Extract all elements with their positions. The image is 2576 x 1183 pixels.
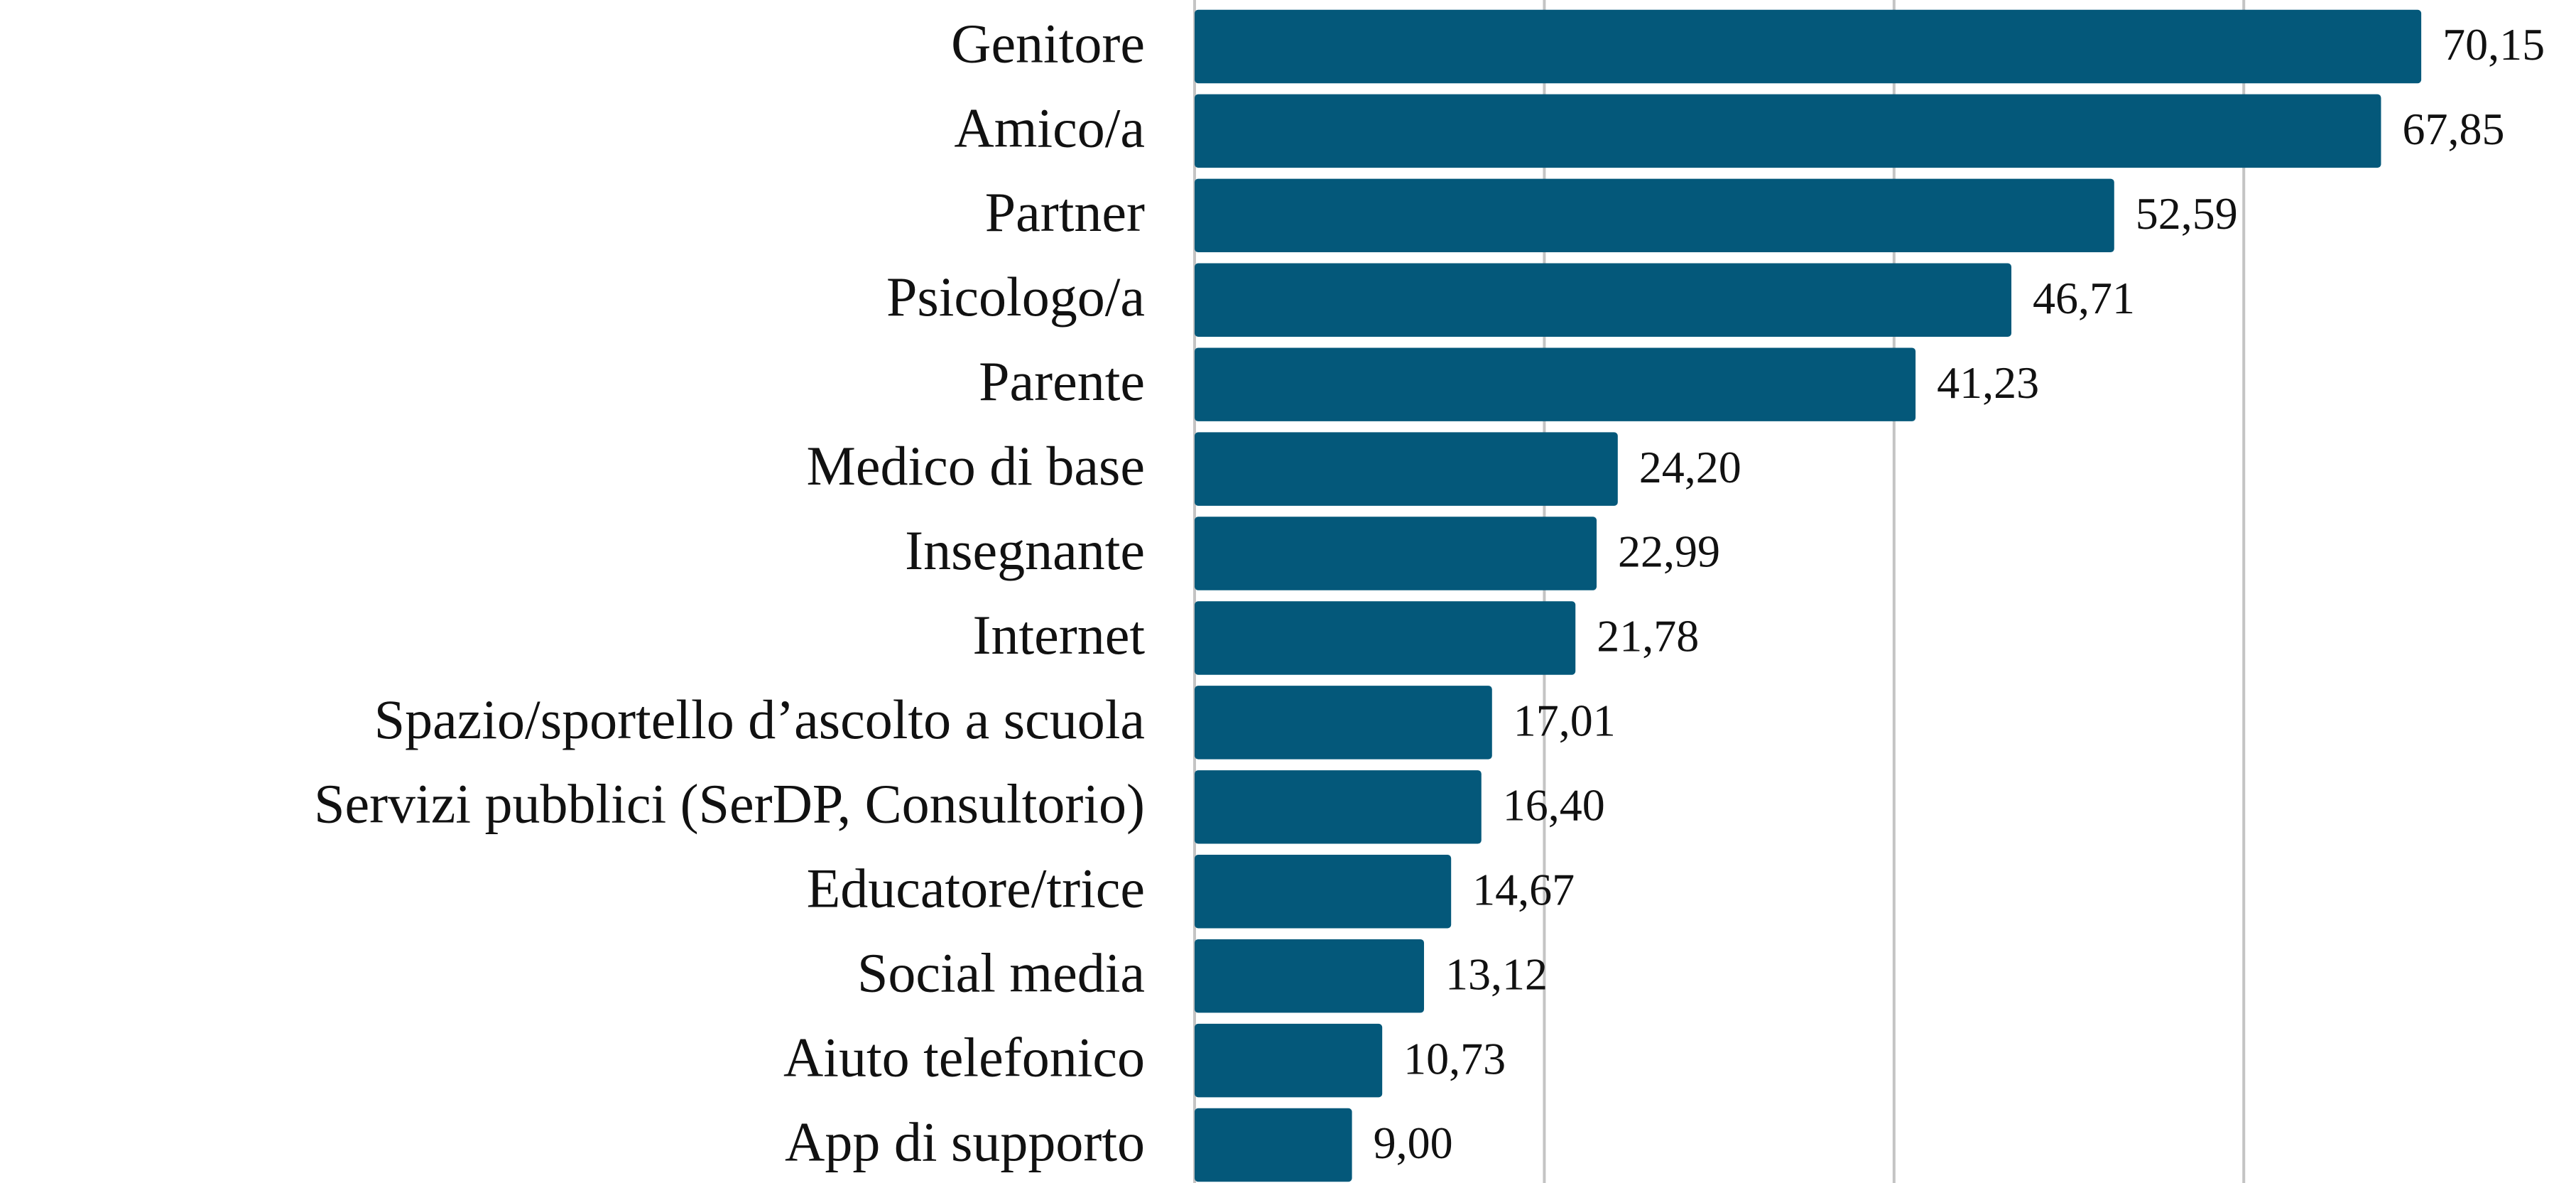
category-label: Internet	[972, 604, 1145, 666]
bar	[1195, 855, 1452, 929]
bar	[1195, 1023, 1383, 1098]
bar	[1195, 94, 2381, 168]
category-label: Genitore	[951, 12, 1145, 74]
category-label: Insegnante	[905, 519, 1145, 581]
category-label: Medico di base	[806, 435, 1145, 497]
value-label: 70,15	[2442, 19, 2545, 70]
bar	[1195, 263, 2012, 337]
bar	[1195, 9, 2422, 84]
value-label: 41,23	[1937, 357, 2039, 408]
bar	[1195, 601, 1576, 675]
category-label: Spazio/sportello d’ascolto a scuola	[374, 688, 1145, 750]
category-label: Social media	[857, 942, 1145, 1004]
value-label: 17,01	[1513, 696, 1616, 746]
value-label: 13,12	[1445, 949, 1548, 999]
bar	[1195, 517, 1597, 590]
category-label: Aiuto telefonico	[783, 1027, 1145, 1089]
bar	[1195, 432, 1618, 506]
value-label: 9,00	[1374, 1118, 1453, 1168]
value-label: 14,67	[1472, 864, 1575, 914]
value-label: 46,71	[2033, 273, 2135, 323]
category-label: Psicologo/a	[886, 266, 1145, 328]
bar	[1195, 347, 1916, 421]
value-label: 22,99	[1618, 526, 1720, 577]
bar	[1195, 178, 2114, 253]
category-label: Amico/a	[954, 97, 1145, 158]
value-label: 10,73	[1403, 1033, 1506, 1084]
value-label: 21,78	[1597, 611, 1699, 661]
value-label: 24,20	[1639, 442, 1741, 492]
category-label: Parente	[979, 350, 1145, 412]
category-label: Servizi pubblici (SerDP, Consultorio)	[314, 773, 1145, 835]
value-label: 16,40	[1503, 780, 1605, 831]
category-label: Partner	[985, 181, 1145, 243]
bar	[1195, 686, 1492, 760]
bar	[1195, 939, 1425, 1013]
value-label: 67,85	[2402, 104, 2504, 154]
bar	[1195, 770, 1482, 844]
category-label: Educatore/trice	[807, 858, 1145, 919]
value-label: 52,59	[2136, 188, 2238, 239]
category-label: App di supporto	[785, 1111, 1145, 1172]
bar	[1195, 1108, 1352, 1182]
